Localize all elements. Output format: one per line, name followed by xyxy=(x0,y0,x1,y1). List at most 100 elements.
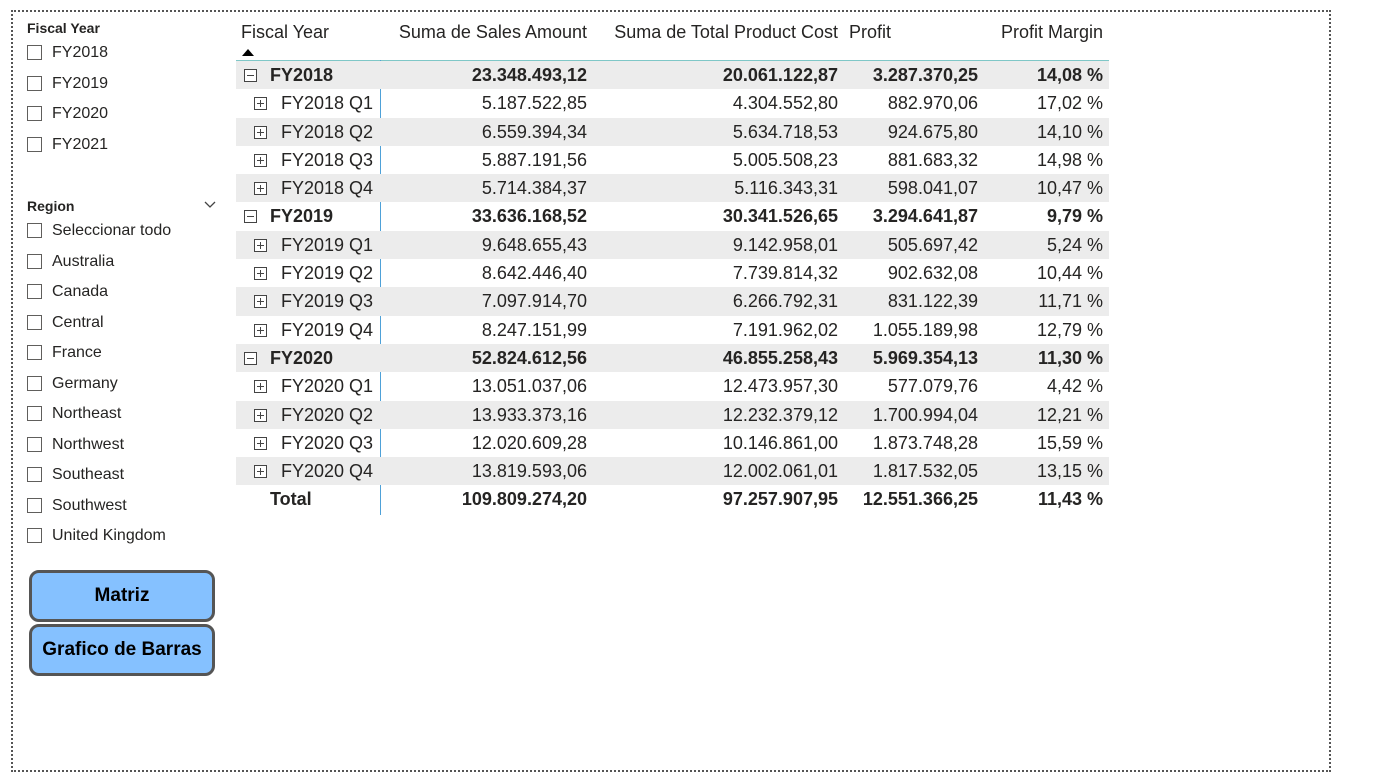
matrix-row-year[interactable]: FY2020 52.824.612,56 46.855.258,43 5.969.35… xyxy=(236,343,1109,373)
matrix-row-quarter[interactable]: FY2019 Q3 7.097.914,70 6.266.792,31 831.122… xyxy=(236,287,1109,316)
checkbox[interactable] xyxy=(27,223,42,238)
checkbox[interactable] xyxy=(27,75,42,91)
checkbox[interactable] xyxy=(27,45,42,60)
slicer-item-select-all[interactable]: Seleccionar todo xyxy=(27,216,217,247)
matrix-row-quarter[interactable]: FY2019 Q4 8.247.151,99 7.191.962,02 1.055.1… xyxy=(236,316,1109,344)
expand-icon[interactable] xyxy=(254,465,267,479)
slicer-item-canada[interactable]: Canada xyxy=(27,277,217,308)
row-label: FY2019 Q3 xyxy=(281,291,374,312)
matrix-row-year[interactable]: FY2019 33.636.168,52 30.341.526,65 3.294.64… xyxy=(236,202,1109,230)
cell-cost: 9.142.958,01 xyxy=(732,234,838,255)
cell-profit: 882.970,06 xyxy=(887,93,978,114)
cell-sales: 23.348.493,12 xyxy=(471,65,587,85)
chevron-down-icon[interactable] xyxy=(203,196,217,216)
cell-margin: 11,43 % xyxy=(1037,489,1103,510)
slicer-item-central[interactable]: Central xyxy=(27,308,217,339)
expand-icon[interactable] xyxy=(254,323,267,337)
slicer-item-label: Germany xyxy=(52,374,118,392)
checkbox[interactable] xyxy=(27,406,42,421)
expand-icon[interactable] xyxy=(254,182,267,196)
header-fiscal-year[interactable]: Fiscal Year xyxy=(241,22,330,42)
row-label: FY2019 Q4 xyxy=(281,319,374,340)
matrix-row-quarter[interactable]: FY2018 Q1 5.187.522,85 4.304.552,80 882.970… xyxy=(236,89,1109,117)
checkbox[interactable] xyxy=(27,314,42,330)
checkbox[interactable] xyxy=(27,284,42,299)
slicer-item-australia[interactable]: Australia xyxy=(27,247,217,278)
matrix-row-quarter[interactable]: FY2020 Q2 13.933.373,16 12.232.379,12 1.700… xyxy=(236,400,1109,429)
bar-chart-button[interactable]: Grafico de Barras xyxy=(29,624,215,676)
slicer-item-france[interactable]: France xyxy=(27,338,217,369)
slicer-item-fy2019[interactable]: FY2019 xyxy=(27,69,217,100)
cell-cost: 5.005.508,23 xyxy=(732,149,838,170)
expand-icon[interactable] xyxy=(254,153,267,167)
matrix-row-quarter[interactable]: FY2020 Q4 13.819.593,06 12.002.061,01 1.817… xyxy=(236,457,1109,486)
slicer-item-label: Southwest xyxy=(52,496,127,514)
header-sales-amount[interactable]: Suma de Sales Amount xyxy=(398,22,587,42)
matrix-table: Fiscal Year Suma de Sales Amount Suma de… xyxy=(236,18,1109,515)
checkbox[interactable] xyxy=(27,436,42,452)
slicer-item-fy2018[interactable]: FY2018 xyxy=(27,38,217,69)
cell-margin: 9,79 % xyxy=(1046,206,1103,227)
expand-icon[interactable] xyxy=(254,380,267,394)
slicer-item-label: FY2020 xyxy=(52,105,109,122)
sort-ascending-icon[interactable] xyxy=(242,49,254,56)
cell-margin: 11,30 % xyxy=(1037,347,1103,368)
cell-margin: 14,08 % xyxy=(1036,65,1103,85)
collapse-icon[interactable] xyxy=(244,351,257,365)
collapse-icon[interactable] xyxy=(244,210,257,224)
checkbox[interactable] xyxy=(27,497,42,513)
header-total-product-cost[interactable]: Suma de Total Product Cost xyxy=(614,22,838,42)
slicer-item-germany[interactable]: Germany xyxy=(27,369,217,400)
slicer-item-fy2020[interactable]: FY2020 xyxy=(27,99,217,130)
expand-icon[interactable] xyxy=(254,295,267,309)
slicer-item-southeast[interactable]: Southeast xyxy=(27,460,217,491)
slicer-item-label: Southeast xyxy=(52,466,125,483)
cell-sales: 5.187.522,85 xyxy=(481,93,587,114)
expand-icon[interactable] xyxy=(254,436,267,450)
expand-icon[interactable] xyxy=(254,125,267,139)
cell-cost: 5.634.718,53 xyxy=(732,121,838,142)
row-label: FY2019 Q1 xyxy=(281,234,374,255)
matrix-row-quarter[interactable]: FY2020 Q1 13.051.037,06 12.473.957,30 577.0… xyxy=(236,372,1109,400)
fiscal-year-slicer-title: Fiscal Year xyxy=(27,20,100,36)
slicer-item-southwest[interactable]: Southwest xyxy=(27,491,217,522)
cell-sales: 5.714.384,37 xyxy=(481,178,587,199)
slicer-item-label: France xyxy=(52,344,102,361)
checkbox[interactable] xyxy=(27,345,42,360)
matrix-row-quarter[interactable]: FY2019 Q1 9.648.655,43 9.142.958,01 505.697… xyxy=(236,230,1109,260)
checkbox[interactable] xyxy=(27,375,42,391)
checkbox[interactable] xyxy=(27,136,42,152)
matrix-row-quarter[interactable]: FY2020 Q3 12.020.609,28 10.146.861,00 1.873… xyxy=(236,429,1109,457)
expand-icon[interactable] xyxy=(254,408,267,422)
matrix-row-year[interactable]: FY2018 23.348.493,12 20.061.122,87 3.287.37… xyxy=(236,61,1109,90)
expand-icon[interactable] xyxy=(254,238,267,252)
cell-margin: 12,21 % xyxy=(1036,404,1103,425)
checkbox[interactable] xyxy=(27,106,42,121)
matriz-button[interactable]: Matriz xyxy=(29,570,215,622)
cell-sales: 7.097.914,70 xyxy=(481,291,587,312)
checkbox[interactable] xyxy=(27,253,42,269)
slicer-item-united-kingdom[interactable]: United Kingdom xyxy=(27,521,217,552)
checkbox[interactable] xyxy=(27,467,42,482)
cell-margin: 12,79 % xyxy=(1036,319,1103,340)
slicer-item-northwest[interactable]: Northwest xyxy=(27,430,217,461)
region-slicer-header: Region xyxy=(27,196,217,216)
slicer-item-label: United Kingdom xyxy=(52,527,166,544)
matrix-row-quarter[interactable]: FY2018 Q3 5.887.191,56 5.005.508,23 881.683… xyxy=(236,146,1109,174)
slicer-item-northeast[interactable]: Northeast xyxy=(27,399,217,430)
row-label: FY2020 xyxy=(270,347,334,368)
slicer-item-fy2021[interactable]: FY2021 xyxy=(27,130,217,161)
expand-icon[interactable] xyxy=(254,267,267,281)
row-label: FY2019 xyxy=(270,206,334,227)
matrix-row-quarter[interactable]: FY2019 Q2 8.642.446,40 7.739.814,32 902.632… xyxy=(236,259,1109,287)
cell-cost: 6.266.792,31 xyxy=(732,291,838,312)
header-profit[interactable]: Profit xyxy=(849,22,892,42)
matrix-row-quarter[interactable]: FY2018 Q2 6.559.394,34 5.634.718,53 924.675… xyxy=(236,117,1109,146)
cell-margin: 13,15 % xyxy=(1036,461,1103,482)
collapse-icon[interactable] xyxy=(244,69,257,82)
matrix-row-quarter[interactable]: FY2018 Q4 5.714.384,37 5.116.343,31 598.041… xyxy=(236,174,1109,203)
header-profit-margin[interactable]: Profit Margin xyxy=(1000,22,1103,42)
expand-icon[interactable] xyxy=(254,97,267,111)
row-label: FY2020 Q3 xyxy=(281,432,374,453)
checkbox[interactable] xyxy=(27,528,42,543)
